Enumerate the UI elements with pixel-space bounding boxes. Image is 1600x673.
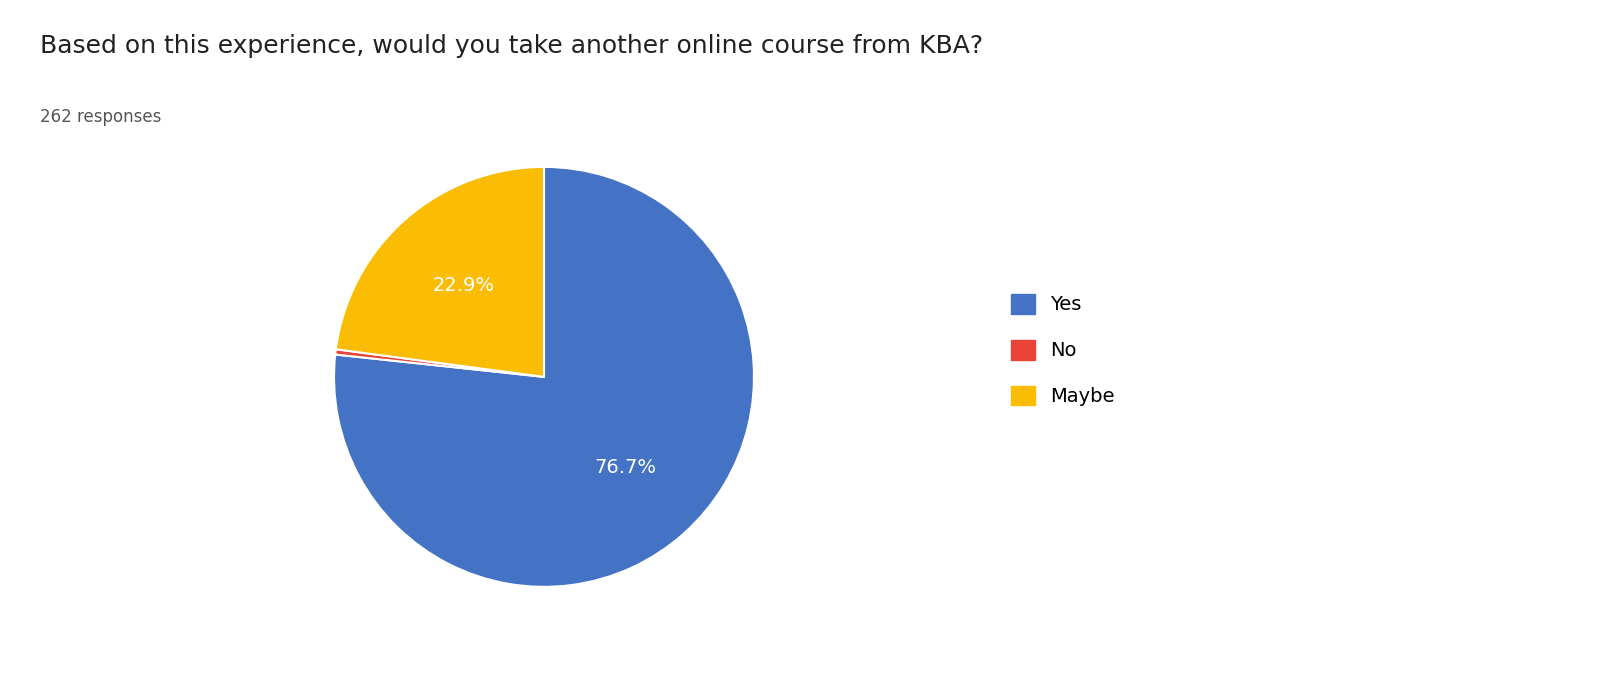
Text: 262 responses: 262 responses <box>40 108 162 126</box>
Wedge shape <box>336 167 544 377</box>
Wedge shape <box>334 167 754 587</box>
Text: 76.7%: 76.7% <box>594 458 656 477</box>
Text: 22.9%: 22.9% <box>432 276 494 295</box>
Wedge shape <box>336 349 544 377</box>
Text: Based on this experience, would you take another online course from KBA?: Based on this experience, would you take… <box>40 34 982 58</box>
Legend: Yes, No, Maybe: Yes, No, Maybe <box>1002 284 1125 416</box>
